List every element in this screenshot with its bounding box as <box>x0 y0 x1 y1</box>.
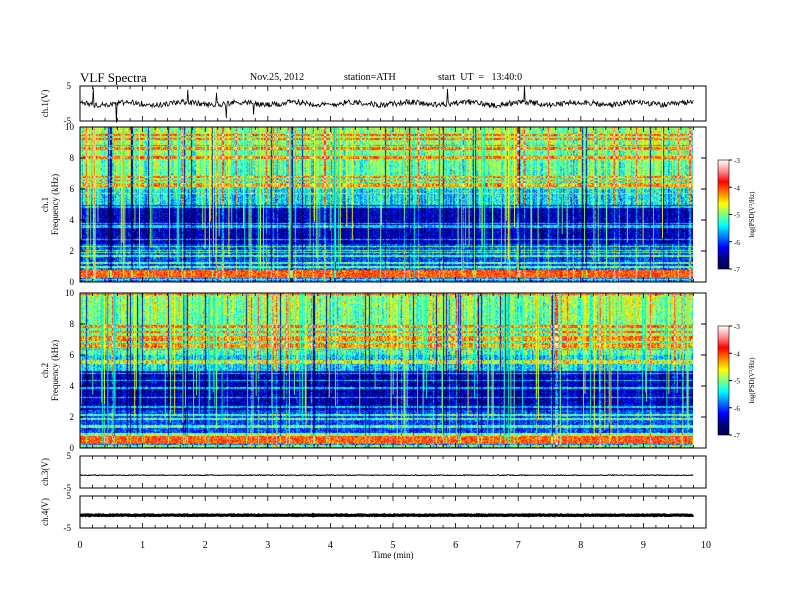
x-tick-label: 1 <box>140 540 145 551</box>
x-tick-label: 10 <box>701 540 711 551</box>
ch1-spectrogram-heatmap <box>80 127 693 282</box>
y-tick-label: 10 <box>65 288 75 298</box>
x-axis-label: Time (min) <box>373 550 414 560</box>
ch3-waveform-trace <box>79 474 694 477</box>
x-tick-label: 9 <box>641 540 646 551</box>
colorbar-tick-label: -6 <box>734 405 740 413</box>
colorbar-tick-label: -7 <box>734 266 740 274</box>
x-tick-label: 2 <box>203 540 208 551</box>
y-tick-label: 10 <box>65 122 75 132</box>
x-tick-label: 8 <box>578 540 583 551</box>
colorbar-tick-label: -3 <box>734 157 740 165</box>
ch3-waveform-ylabel: ch.3(V) <box>40 458 50 486</box>
x-tick-label: 6 <box>453 540 458 551</box>
ch1-spectrogram-ylabel: Frequency (kHz) <box>50 174 60 235</box>
colorbar-tick-label: -5 <box>734 378 740 386</box>
colorbar-tick-label: -5 <box>734 212 740 220</box>
ch1-spectrogram-colorbar <box>717 159 730 270</box>
ch4-waveform-ylabel: ch.4(V) <box>40 498 50 526</box>
x-tick-label: 4 <box>328 540 333 551</box>
colorbar-label: log(PSD(V²/Hz) <box>748 191 756 238</box>
y-tick-label: 5 <box>67 81 72 91</box>
x-tick-label: 5 <box>391 540 396 551</box>
ch2-spectrogram-colorbar <box>717 325 730 436</box>
y-tick-label: 8 <box>70 153 75 163</box>
y-tick-label: 8 <box>70 319 75 329</box>
y-tick-label: 2 <box>70 246 75 256</box>
colorbar-tick-label: -4 <box>734 184 740 192</box>
y-tick-label: 6 <box>70 184 75 194</box>
y-tick-label: 5 <box>67 451 72 461</box>
ch2-spectrogram-heatmap <box>80 293 693 448</box>
date-label: Nov.25, 2012 <box>250 72 305 83</box>
y-tick-label: 0 <box>70 277 75 287</box>
x-tick-label: 7 <box>516 540 521 551</box>
colorbar-tick-label: -3 <box>734 323 740 331</box>
y-tick-label: 4 <box>70 381 75 391</box>
y-tick-label: 2 <box>70 412 75 422</box>
y-tick-label: 0 <box>70 443 75 453</box>
y-tick-label: 6 <box>70 350 75 360</box>
y-tick-label: -5 <box>64 523 72 533</box>
ch1-waveform-trace <box>79 85 694 123</box>
ch2-spectrogram-ylabel: ch.2 <box>40 363 50 378</box>
figure-title: VLF Spectra <box>80 70 147 85</box>
start-time-label: start UT = 13:40:0 <box>438 72 523 83</box>
y-tick-label: -5 <box>64 483 72 493</box>
x-tick-label: 3 <box>265 540 270 551</box>
ch1-waveform-frame <box>79 85 707 122</box>
station-label: station=ATH <box>344 72 396 83</box>
ch2-spectrogram-ylabel: Frequency (kHz) <box>50 340 60 401</box>
ch4-waveform-trace <box>80 512 695 518</box>
colorbar-tick-label: -6 <box>734 239 740 247</box>
colorbar-label: log(PSD(V²/Hz) <box>748 357 756 404</box>
y-tick-label: 4 <box>70 215 75 225</box>
colorbar-tick-label: -7 <box>734 432 740 440</box>
ch1-spectrogram-ylabel: ch.1 <box>40 197 50 212</box>
ch1-waveform-ylabel: ch.1(V) <box>40 90 50 118</box>
y-tick-label: 5 <box>67 491 72 501</box>
colorbar-tick-label: -4 <box>734 350 740 358</box>
x-tick-label: 0 <box>78 540 83 551</box>
y-tick-label: -5 <box>64 116 72 126</box>
